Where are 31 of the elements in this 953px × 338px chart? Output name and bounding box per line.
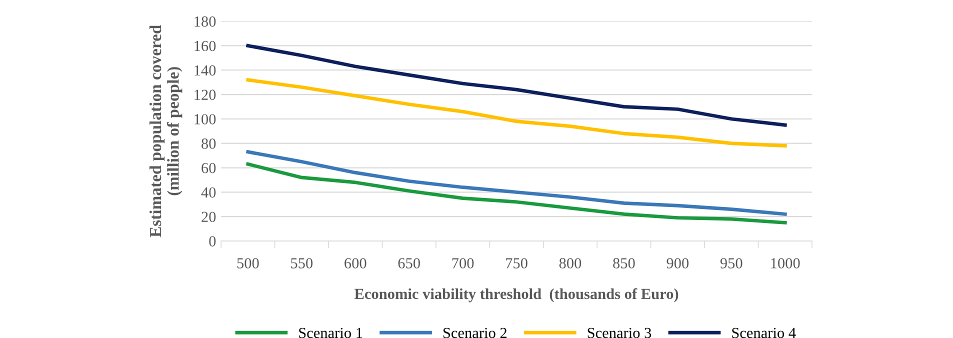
legend-label: Scenario 3 — [588, 328, 652, 338]
x-tick-label: 850 — [613, 258, 635, 268]
y-tick-label: 0 — [209, 236, 216, 246]
x-tick-label: 750 — [506, 258, 528, 268]
legend-label: Scenario 4 — [732, 328, 796, 338]
line-series — [246, 44, 787, 127]
legend-label: Scenario 1 — [299, 328, 362, 338]
x-axis-title: Economic viability threshold (thousands of Euro) — [354, 288, 678, 302]
legend-label: Scenario 2 — [443, 328, 507, 338]
x-tick-label: 800 — [559, 258, 582, 268]
x-tick-label: 900 — [666, 258, 689, 268]
y-tick-label: 120 — [194, 90, 216, 100]
y-axis-title: Estimated population covered (million of people) — [149, 24, 182, 238]
x-tick-label: 700 — [452, 258, 474, 268]
line-series — [246, 162, 787, 224]
x-tick-label: 600 — [344, 258, 366, 268]
line-series — [246, 78, 787, 148]
x-tick-label: 1000 — [771, 258, 800, 268]
x-tick-label: 650 — [398, 258, 420, 268]
y-tick-label: 60 — [202, 162, 216, 174]
y-tick-label: 80 — [202, 138, 216, 149]
y-tick-label: 100 — [194, 114, 216, 124]
line-series — [246, 150, 787, 216]
y-tick-label: 40 — [201, 187, 216, 198]
y-tick-label: 160 — [194, 40, 216, 52]
x-tick-label: 500 — [237, 258, 259, 268]
x-tick-label: 550 — [291, 258, 313, 268]
y-tick-label: 140 — [194, 65, 216, 76]
y-tick-label: 20 — [202, 212, 216, 222]
y-tick-label: 180 — [194, 16, 216, 27]
x-tick-label: 950 — [720, 258, 742, 268]
